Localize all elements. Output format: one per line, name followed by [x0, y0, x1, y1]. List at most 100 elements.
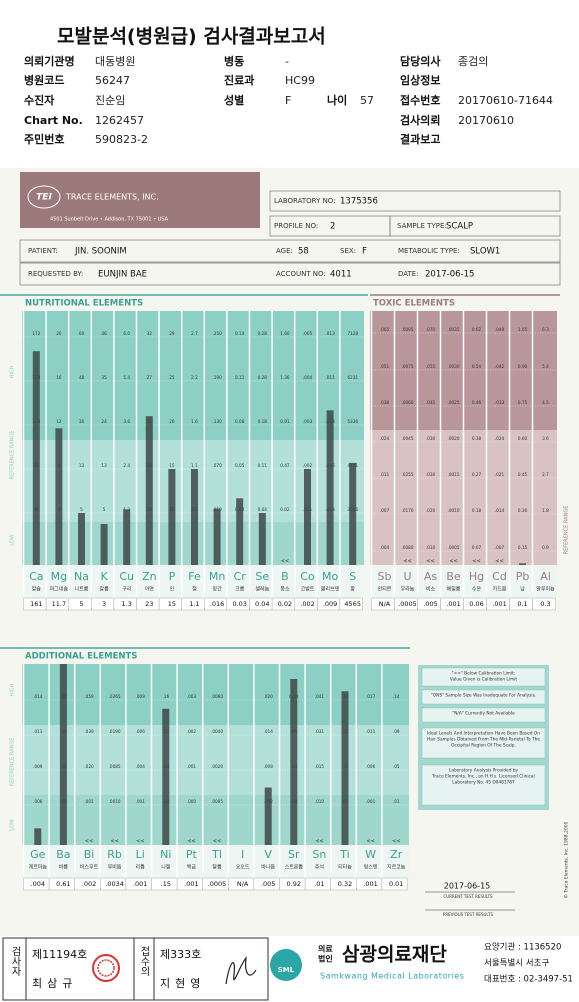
scale-label: .0060 [211, 694, 223, 699]
scale-label: .0035 [448, 327, 460, 332]
scale-label: 24 [101, 419, 107, 424]
element-name: 붕소 [280, 587, 290, 593]
element-value: 4565 [344, 600, 361, 608]
scale-label: 0.28 [258, 375, 268, 380]
element-name: 마그네슘 [50, 586, 69, 593]
flag: << [403, 559, 411, 565]
element-symbol: Ni [160, 848, 171, 861]
note-text: Trace Elements, Inc., an H.H.s. Licensed… [431, 774, 535, 780]
flag: << [426, 559, 434, 565]
element-value: 0.03 [232, 600, 246, 608]
lab-field-label: DATE: [398, 270, 419, 278]
scale-label: .051 [380, 364, 390, 369]
scale-label: 0.07 [472, 545, 482, 550]
element-name: 루비듐 [108, 864, 122, 871]
element-value: 0.02 [278, 600, 292, 608]
field-value: 20170610-71644 [458, 94, 553, 107]
scale-label: .0005 [448, 545, 460, 550]
element-name: 안티몬 [378, 586, 392, 593]
element-symbol: K [100, 570, 108, 583]
signature-box [2, 937, 269, 1001]
scale-label: .041 [315, 694, 325, 699]
element-name: 스트론튬 [285, 865, 304, 871]
flag: << [110, 839, 118, 845]
side-label: REFERENCE RANGE [10, 431, 16, 480]
note-cell [421, 764, 546, 806]
scale-label: 1.36 [280, 375, 290, 380]
scale-label: 1.60 [280, 331, 290, 336]
element-value: 161 [30, 600, 42, 608]
org-info: 서울특별시 서초구 [484, 958, 549, 969]
element-value: .0005 [398, 600, 417, 608]
scale-label: 0.54 [472, 364, 482, 369]
field-value: 진순임 [95, 94, 125, 107]
scale-label: .033 [495, 400, 505, 405]
flag: << [366, 839, 374, 845]
bar [326, 410, 334, 565]
receiver-label: 접수의 [138, 946, 150, 977]
scale-label: .030 [426, 472, 436, 477]
bar [145, 416, 153, 565]
scale-label: 6.3 [542, 327, 549, 332]
element-name: 코발트 [301, 586, 315, 593]
scale-label: .039 [84, 729, 94, 734]
scale-label: .250 [212, 331, 222, 336]
element-value: 5 [79, 600, 83, 608]
element-symbol: P [169, 570, 176, 583]
scale-label: 172 [32, 331, 40, 336]
scale-label: .001 [187, 764, 197, 769]
element-value: 0.32 [338, 880, 352, 888]
element-symbol: Mg [51, 570, 67, 583]
element-name: 철 [192, 586, 197, 593]
lab-field-value: F [362, 247, 367, 257]
scale-label: .0005 [211, 799, 223, 804]
element-value: 1.3 [122, 600, 132, 608]
bar [59, 664, 67, 845]
note-text: "N/A" Currently Not Available [452, 711, 515, 717]
element-name: 황 [350, 586, 355, 593]
scale-label: 16 [56, 375, 62, 380]
scale-label: .017 [366, 694, 376, 699]
scale-label: 0.05 [235, 463, 245, 468]
element-value: N/A [237, 880, 249, 888]
scale-label: .014 [495, 508, 505, 513]
scale-label: .010 [426, 545, 436, 550]
scale-label: 27 [147, 375, 153, 380]
scale-label: .020 [426, 508, 436, 513]
element-symbol: W [365, 848, 376, 861]
scale-label: 1.05 [518, 327, 528, 332]
element-value: .001 [492, 600, 506, 608]
field-value: 57 [360, 94, 374, 107]
element-name: 티타늄 [338, 864, 352, 871]
note-text: Laboratory No. 45 D0481787 [452, 780, 515, 786]
field-value: 56247 [95, 74, 130, 87]
scale-label: 3.6 [542, 436, 549, 441]
scale-label: .045 [426, 400, 436, 405]
element-name: 바나듐 [261, 864, 275, 871]
copyright: © Trace Elements, Inc. 1988,2000 [563, 821, 570, 898]
field-value: 20170610 [458, 114, 514, 127]
lab-field-value: 1375356 [340, 197, 378, 207]
scale-label: .0030 [448, 364, 460, 369]
scale-label: .007 [495, 545, 505, 550]
bar [34, 828, 42, 845]
element-name: 리튬 [136, 864, 146, 871]
scale-label: 0.18 [258, 419, 268, 424]
element-value: .005 [261, 880, 275, 888]
lab-logo-mark [27, 185, 61, 209]
element-value: .0034 [105, 880, 124, 888]
note-text: Hair Samples Obtained From The Mid-Parie… [427, 737, 540, 743]
note-cell [421, 707, 546, 723]
scale-label: .020 [264, 694, 274, 699]
element-name: 텅스텐 [364, 864, 378, 871]
field-label: 나이 [327, 93, 347, 107]
org-name-en: Samkwang Medical Laboratories [320, 972, 464, 981]
note-cell [421, 667, 546, 687]
scale-label: .0170 [402, 508, 414, 513]
element-symbol: Ti [339, 848, 349, 861]
bar [258, 513, 266, 565]
scale-label: .011 [325, 375, 335, 380]
flag: << [495, 559, 503, 565]
element-name: 게르마늄 [29, 864, 48, 871]
